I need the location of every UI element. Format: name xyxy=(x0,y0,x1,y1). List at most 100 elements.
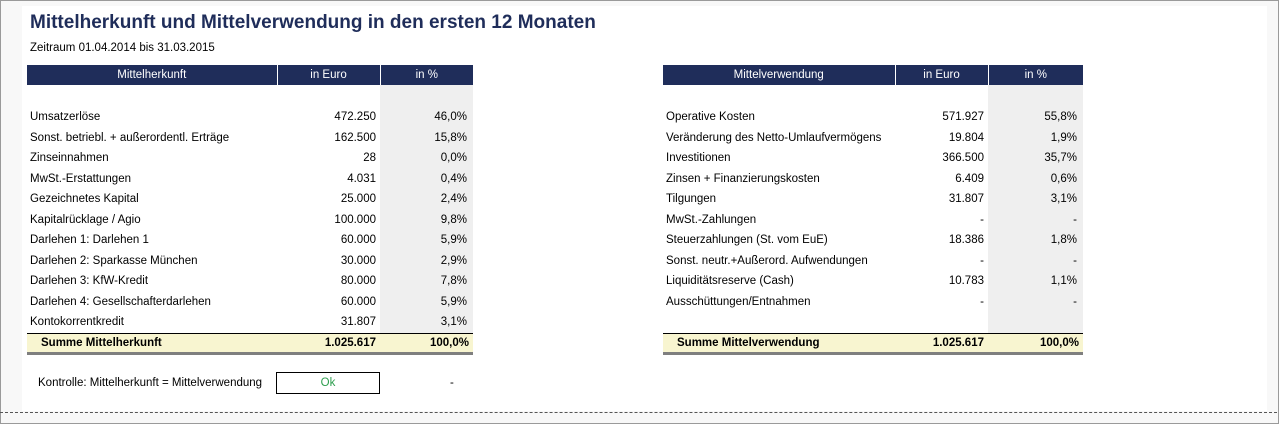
row-euro-value[interactable]: 100.000 xyxy=(334,213,376,226)
row-percent-value[interactable]: 1,8% xyxy=(988,230,1083,251)
total-percent-value: 100,0% xyxy=(380,332,473,355)
row-euro-value[interactable]: - xyxy=(980,295,984,308)
header-in-euro: in Euro xyxy=(895,65,989,85)
row-euro-value[interactable]: 10.783 xyxy=(948,275,984,288)
row-label[interactable]: Tilgungen xyxy=(666,193,717,206)
table-row: Umsatzerlöse 472.250 46,0% xyxy=(27,107,473,128)
row-percent-value[interactable]: 1,9% xyxy=(988,127,1083,148)
row-percent-value[interactable]: 0,6% xyxy=(988,168,1083,189)
row-label[interactable]: Kapitalrücklage / Agio xyxy=(30,213,141,226)
mittelverwendung-table: Mittelverwendung in Euro in % Operative … xyxy=(663,65,1083,355)
row-label[interactable]: Sonst. betriebl. + außerordentl. Erträge xyxy=(30,131,230,144)
row-label[interactable]: MwSt.-Zahlungen xyxy=(666,213,757,226)
table-row: Tilgungen 31.807 3,1% xyxy=(663,189,1083,210)
table-row: MwSt.-Zahlungen - - xyxy=(663,209,1083,230)
row-percent-value[interactable]: 9,8% xyxy=(380,209,473,230)
row-percent-value[interactable]: 5,9% xyxy=(380,291,473,312)
row-label[interactable]: Veränderung des Netto-Umlaufvermögens xyxy=(666,131,882,144)
row-percent-value[interactable]: 0,0% xyxy=(380,148,473,169)
row-percent-value[interactable]: 3,1% xyxy=(988,189,1083,210)
table-row: Sonst. neutr.+Außerord. Aufwendungen - - xyxy=(663,250,1083,271)
row-euro-value[interactable]: - xyxy=(980,254,984,267)
row-label[interactable]: Darlehen 2: Sparkasse München xyxy=(30,254,198,267)
row-euro-value[interactable]: - xyxy=(980,213,984,226)
row-percent-value[interactable]: 15,8% xyxy=(380,127,473,148)
row-euro-value[interactable]: 19.804 xyxy=(948,131,984,144)
row-label[interactable]: Darlehen 1: Darlehen 1 xyxy=(30,234,149,247)
row-label[interactable]: Darlehen 4: Gesellschafterdarlehen xyxy=(30,295,211,308)
row-percent-value[interactable]: 3,1% xyxy=(380,312,473,333)
row-euro-value[interactable]: 80.000 xyxy=(340,275,376,288)
row-euro-value[interactable]: 4.031 xyxy=(347,172,376,185)
blank-cell xyxy=(663,312,895,333)
row-percent-value[interactable]: - xyxy=(988,209,1083,230)
row-percent-value[interactable]: 7,8% xyxy=(380,271,473,292)
table-row: Darlehen 2: Sparkasse München 30.000 2,9% xyxy=(27,250,473,271)
row-label[interactable]: Zinseinnahmen xyxy=(30,152,109,165)
row-euro-value[interactable]: 60.000 xyxy=(340,295,376,308)
spacer-row xyxy=(27,85,473,107)
total-row: Summe Mittelherkunft 1.025.617 100,0% xyxy=(27,332,473,355)
row-euro-value[interactable]: 366.500 xyxy=(942,152,984,165)
row-percent-value[interactable]: - xyxy=(988,291,1083,312)
row-label[interactable]: Darlehen 3: KfW-Kredit xyxy=(30,275,149,288)
row-euro-value[interactable]: 6.409 xyxy=(955,172,984,185)
blank-cell xyxy=(895,312,988,333)
page-break-line xyxy=(0,412,1277,413)
table-row: Kapitalrücklage / Agio 100.000 9,8% xyxy=(27,209,473,230)
spacer-row xyxy=(663,85,1083,107)
row-euro-value[interactable]: 571.927 xyxy=(942,111,984,124)
row-label[interactable]: Steuerzahlungen (St. vom EuE) xyxy=(666,234,828,247)
row-percent-value[interactable]: 35,7% xyxy=(988,148,1083,169)
table-row: Operative Kosten 571.927 55,8% xyxy=(663,107,1083,128)
table-row: Darlehen 3: KfW-Kredit 80.000 7,8% xyxy=(27,271,473,292)
row-euro-value[interactable]: 18.386 xyxy=(948,234,984,247)
row-label[interactable]: Gezeichnetes Kapital xyxy=(30,193,139,206)
row-percent-value[interactable]: - xyxy=(988,250,1083,271)
period-label: Zeitraum 01.04.2014 bis 31.03.2015 xyxy=(30,42,215,54)
total-euro-value: 1.025.617 xyxy=(895,332,988,355)
row-euro-value[interactable]: 472.250 xyxy=(334,111,376,124)
table-row: Darlehen 1: Darlehen 1 60.000 5,9% xyxy=(27,230,473,251)
page-title: Mittelherkunft und Mittelverwendung in d… xyxy=(30,12,596,33)
table-row: Ausschüttungen/Entnahmen - - xyxy=(663,291,1083,312)
total-label: Summe Mittelherkunft xyxy=(27,332,277,355)
row-label[interactable]: Umsatzerlöse xyxy=(30,111,101,124)
total-row: Summe Mittelverwendung 1.025.617 100,0% xyxy=(663,332,1083,355)
row-label[interactable]: Operative Kosten xyxy=(666,111,755,124)
row-label[interactable]: Sonst. neutr.+Außerord. Aufwendungen xyxy=(666,254,868,267)
row-percent-value[interactable]: 5,9% xyxy=(380,230,473,251)
header-in-percent: in % xyxy=(988,65,1083,85)
row-percent-value[interactable]: 46,0% xyxy=(380,107,473,128)
blank-row xyxy=(663,312,1083,333)
kontrolle-status-cell[interactable]: Ok xyxy=(276,372,380,394)
row-euro-value[interactable]: 28 xyxy=(363,152,376,165)
row-percent-value[interactable]: 2,9% xyxy=(380,250,473,271)
row-label[interactable]: Zinsen + Finanzierungskosten xyxy=(666,172,820,185)
row-percent-value[interactable]: 0,4% xyxy=(380,168,473,189)
spacer-cell xyxy=(895,85,988,107)
row-label[interactable]: Liquiditätsreserve (Cash) xyxy=(666,275,794,288)
row-euro-value[interactable]: 60.000 xyxy=(340,234,376,247)
table-row: Gezeichnetes Kapital 25.000 2,4% xyxy=(27,189,473,210)
row-label[interactable]: Ausschüttungen/Entnahmen xyxy=(666,295,811,308)
table-row: Kontokorrentkredit 31.807 3,1% xyxy=(27,312,473,333)
row-euro-value[interactable]: 25.000 xyxy=(340,193,376,206)
row-percent-value[interactable]: 2,4% xyxy=(380,189,473,210)
table-row: Sonst. betriebl. + außerordentl. Erträge… xyxy=(27,127,473,148)
spacer-cell xyxy=(988,85,1083,107)
row-percent-value[interactable]: 55,8% xyxy=(988,107,1083,128)
row-euro-value[interactable]: 31.807 xyxy=(948,193,984,206)
row-label[interactable]: Kontokorrentkredit xyxy=(30,316,124,329)
row-percent-value[interactable]: 1,1% xyxy=(988,271,1083,292)
table-row: Veränderung des Netto-Umlaufvermögens 19.… xyxy=(663,127,1083,148)
row-label[interactable]: MwSt.-Erstattungen xyxy=(30,172,131,185)
row-euro-value[interactable]: 30.000 xyxy=(340,254,376,267)
table-row: Zinsen + Finanzierungskosten 6.409 0,6% xyxy=(663,168,1083,189)
row-label[interactable]: Investitionen xyxy=(666,152,731,165)
table-header-row: Mittelverwendung in Euro in % xyxy=(663,65,1083,85)
spacer-cell xyxy=(27,85,277,107)
row-euro-value[interactable]: 162.500 xyxy=(334,131,376,144)
table-row: Zinseinnahmen 28 0,0% xyxy=(27,148,473,169)
row-euro-value[interactable]: 31.807 xyxy=(340,316,376,329)
